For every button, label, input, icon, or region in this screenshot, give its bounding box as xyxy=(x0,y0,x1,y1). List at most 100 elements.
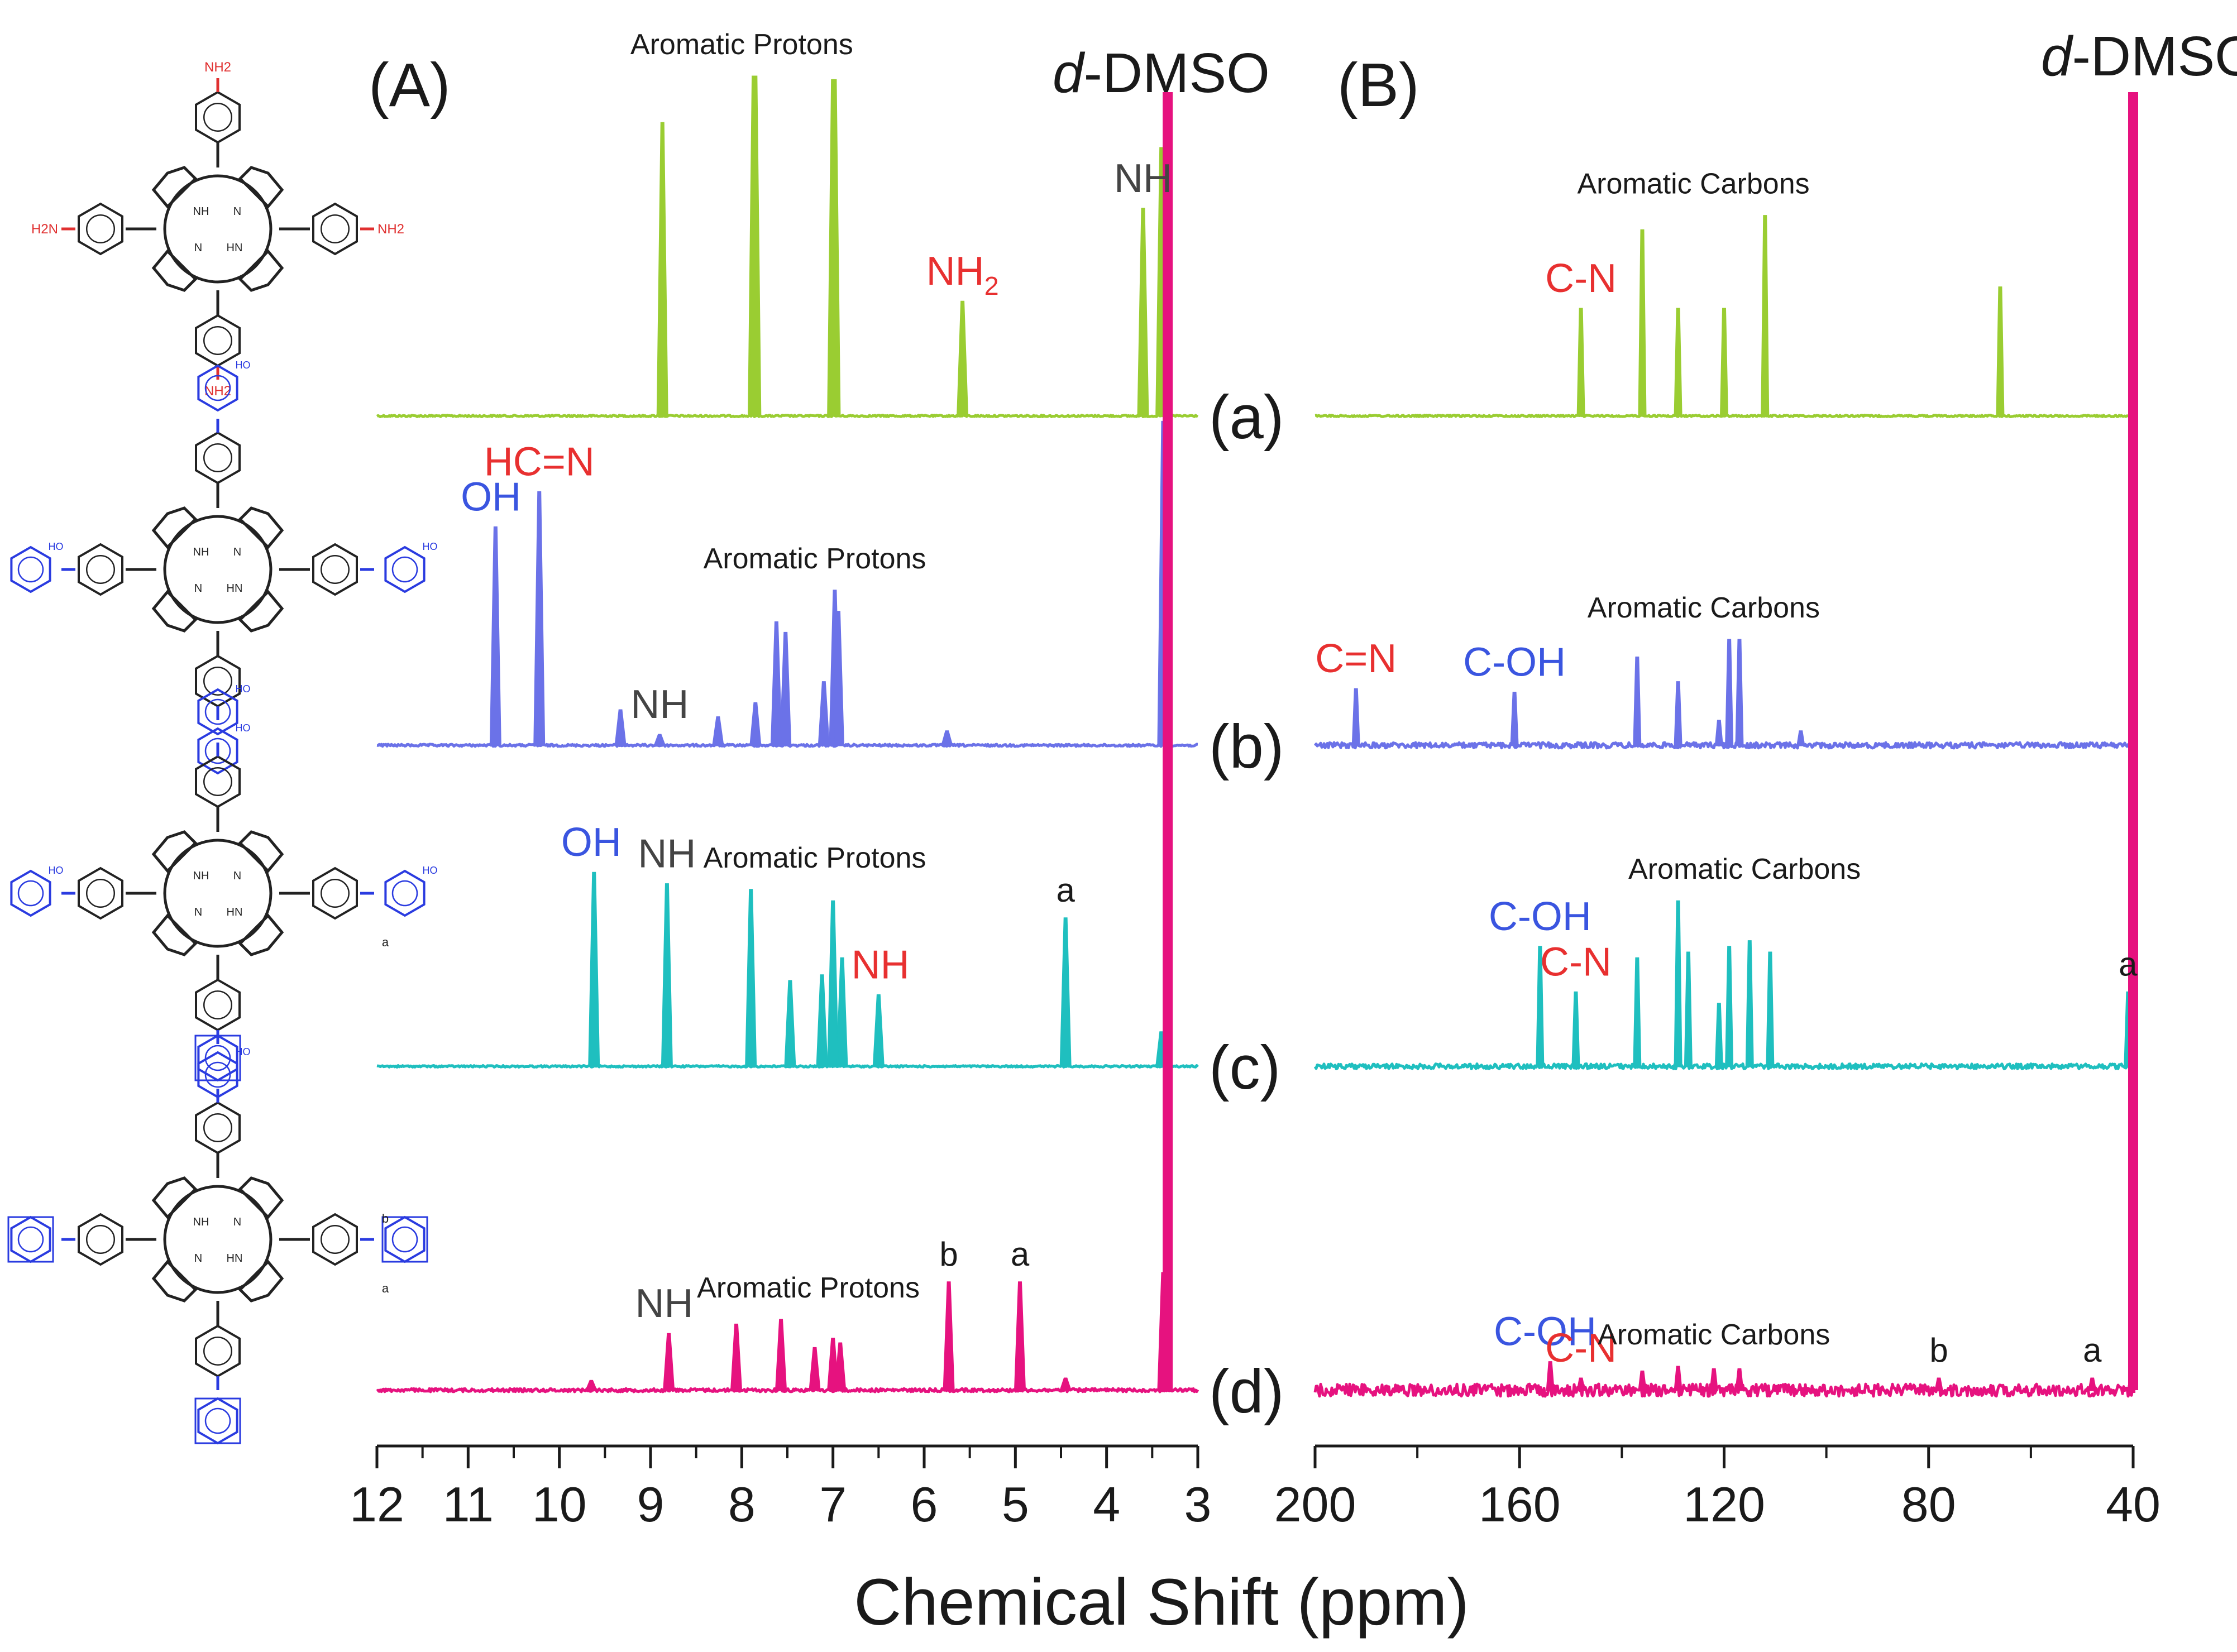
core-nh-label: NH xyxy=(193,205,209,218)
aromatic-circle xyxy=(86,555,115,584)
peak-c-5 xyxy=(1714,1003,1723,1067)
benzene-ring xyxy=(197,364,238,412)
aromatic-circle xyxy=(203,443,232,472)
peak-c-0 xyxy=(588,872,600,1067)
peak-annotation-11: a xyxy=(1056,872,1075,909)
peak-annotation-6: C-N xyxy=(1540,940,1612,984)
pyrrole-ring xyxy=(238,1176,284,1219)
peak-b-5 xyxy=(1725,639,1734,746)
peak-c-6 xyxy=(1725,946,1734,1067)
aromatic-circle xyxy=(203,1337,232,1366)
peak-b-2 xyxy=(1633,657,1642,746)
x-tick-label: 8 xyxy=(728,1477,756,1532)
pyrrole-ring xyxy=(238,830,284,873)
peak-c-1 xyxy=(1571,991,1580,1067)
panel-label-b: (B) xyxy=(1337,51,1419,119)
benzene-ring xyxy=(10,545,51,593)
peak-b-11 xyxy=(940,730,953,746)
oxazine-ring xyxy=(7,1216,54,1263)
x-tick-label: 3 xyxy=(1184,1477,1212,1532)
pyrrole-ring xyxy=(238,913,284,956)
peak-annotation-7: Aromatic Carbons xyxy=(1628,853,1861,885)
peak-annotation-10: C-N xyxy=(1545,1326,1617,1371)
core-hn-label: HN xyxy=(227,906,243,918)
peak-annotation-2: NH xyxy=(1114,156,1172,201)
pyrrole-ring xyxy=(151,166,198,209)
peak-a-5 xyxy=(1996,286,2005,417)
aromatic-circle xyxy=(86,214,115,243)
x-tick-label: 12 xyxy=(350,1477,404,1532)
spectrum-trace-a xyxy=(376,414,1199,418)
peak-b-0 xyxy=(1351,688,1360,746)
benzene-ring xyxy=(195,1101,241,1155)
core-hn-label: HN xyxy=(227,242,243,254)
peak-b-10 xyxy=(832,611,845,746)
peak-annotation-4: Aromatic Carbons xyxy=(1588,592,1820,624)
core-nh-label: NH xyxy=(193,1216,209,1228)
peak-b-1 xyxy=(1510,692,1519,746)
spectrum-trace-d xyxy=(1313,1382,2134,1398)
spectrum-trace-b xyxy=(1313,741,2134,750)
core-n-label: N xyxy=(194,1252,202,1265)
x-tick-label: 80 xyxy=(1901,1477,1956,1532)
peak-c-7 xyxy=(1745,940,1754,1067)
peak-c-6 xyxy=(836,957,848,1067)
aromatic-circle xyxy=(391,880,418,907)
peak-c-3 xyxy=(784,980,796,1067)
panel-a-1h-nmr: (a)(b)(c)(d)Aromatic ProtonsNH2NHOHHC=NN… xyxy=(350,28,1284,1532)
peak-a-2 xyxy=(749,75,762,417)
aromatic-circle xyxy=(321,555,350,584)
benzene-ring xyxy=(312,866,358,920)
aromatic-circle xyxy=(203,326,232,355)
core-hn-label: HN xyxy=(227,1252,243,1265)
hydroxyl-label: HO xyxy=(49,541,64,552)
aromatic-circle xyxy=(204,698,231,725)
pyrrole-ring xyxy=(151,1176,198,1219)
peak-d-1 xyxy=(663,1333,675,1391)
peak-b-7 xyxy=(1796,730,1805,746)
peak-annotation-6: Aromatic Protons xyxy=(704,543,926,575)
pyrrole-ring xyxy=(151,590,198,633)
panel-label-a: (A) xyxy=(369,51,451,119)
solvent-peak-line xyxy=(1163,92,1173,1390)
peak-annotation-12: b xyxy=(1929,1332,1948,1369)
core-nh-label: NH xyxy=(193,870,209,882)
solvent-label-b: d-DMSO xyxy=(2041,25,2237,88)
aromatic-circle xyxy=(321,879,350,908)
benzene-ring xyxy=(78,1213,123,1266)
peak-b-3 xyxy=(653,734,666,746)
peak-c-8 xyxy=(1766,951,1775,1067)
peak-annotation-1: C-N xyxy=(1545,256,1617,301)
peak-a-5 xyxy=(957,300,969,417)
benzene-ring xyxy=(195,314,241,367)
peak-b-6 xyxy=(1735,639,1744,746)
peak-annotation-11: Aromatic Carbons xyxy=(1598,1319,1830,1351)
peak-b-2 xyxy=(614,709,627,746)
core-n-label: N xyxy=(194,242,202,254)
series-label-d: (d) xyxy=(1209,1357,1284,1426)
hydroxyl-label: HO xyxy=(49,865,64,876)
peak-annotation-0: Aromatic Protons xyxy=(630,28,853,61)
core-n-label: N xyxy=(194,582,202,595)
benzene-ring xyxy=(312,543,358,596)
aromatic-circle xyxy=(203,667,232,696)
peak-a-4 xyxy=(829,79,841,417)
peak-annotation-1: NH2 xyxy=(926,249,999,300)
peak-a-2 xyxy=(1674,308,1682,417)
aromatic-circle xyxy=(391,556,418,583)
porphyrin-macrocycle xyxy=(163,515,273,624)
peak-c-2 xyxy=(1633,957,1642,1067)
peak-b-4 xyxy=(1714,720,1723,746)
peak-b-6 xyxy=(770,621,782,746)
solvent-label-a: d-DMSO xyxy=(1053,42,1270,104)
hydroxyl-label: HO xyxy=(423,541,438,552)
aromatic-circle xyxy=(86,879,115,908)
peak-d-3 xyxy=(1674,1366,1682,1391)
pyrrole-ring xyxy=(238,506,284,549)
peak-annotation-8: a xyxy=(2119,945,2138,983)
peak-annotation-9: C-OH xyxy=(1494,1310,1597,1354)
aromatic-circle xyxy=(204,375,231,401)
